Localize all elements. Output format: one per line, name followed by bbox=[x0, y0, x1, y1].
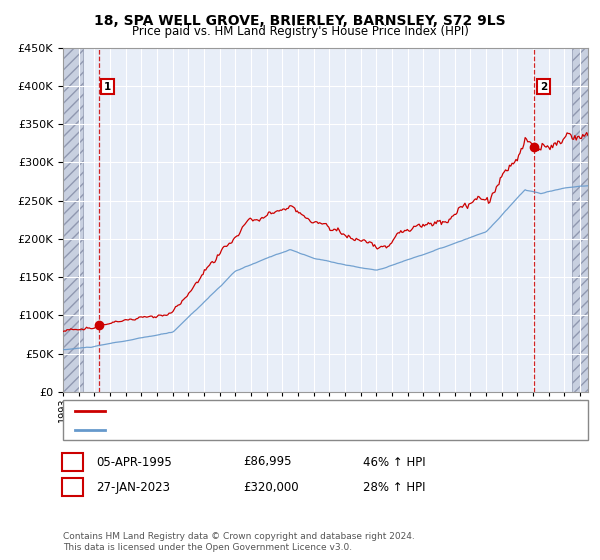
Text: 27-JAN-2023: 27-JAN-2023 bbox=[96, 480, 170, 494]
Text: 18, SPA WELL GROVE, BRIERLEY, BARNSLEY, S72 9LS: 18, SPA WELL GROVE, BRIERLEY, BARNSLEY, … bbox=[94, 14, 506, 28]
Text: HPI: Average price, detached house, Barnsley: HPI: Average price, detached house, Barn… bbox=[111, 425, 349, 435]
Bar bbox=[572, 48, 588, 392]
Text: Price paid vs. HM Land Registry's House Price Index (HPI): Price paid vs. HM Land Registry's House … bbox=[131, 25, 469, 38]
Text: 05-APR-1995: 05-APR-1995 bbox=[96, 455, 172, 469]
Text: 2: 2 bbox=[69, 482, 76, 492]
Text: Contains HM Land Registry data © Crown copyright and database right 2024.
This d: Contains HM Land Registry data © Crown c… bbox=[63, 532, 415, 552]
Text: 1: 1 bbox=[69, 457, 76, 467]
Text: £320,000: £320,000 bbox=[243, 480, 299, 494]
Text: 1: 1 bbox=[104, 82, 112, 92]
Bar bbox=[63, 48, 83, 392]
Text: 2: 2 bbox=[540, 82, 547, 92]
Text: £86,995: £86,995 bbox=[243, 455, 292, 469]
Text: 18, SPA WELL GROVE, BRIERLEY, BARNSLEY, S72 9LS (detached house): 18, SPA WELL GROVE, BRIERLEY, BARNSLEY, … bbox=[111, 407, 482, 417]
Text: 46% ↑ HPI: 46% ↑ HPI bbox=[363, 455, 425, 469]
Text: 28% ↑ HPI: 28% ↑ HPI bbox=[363, 480, 425, 494]
